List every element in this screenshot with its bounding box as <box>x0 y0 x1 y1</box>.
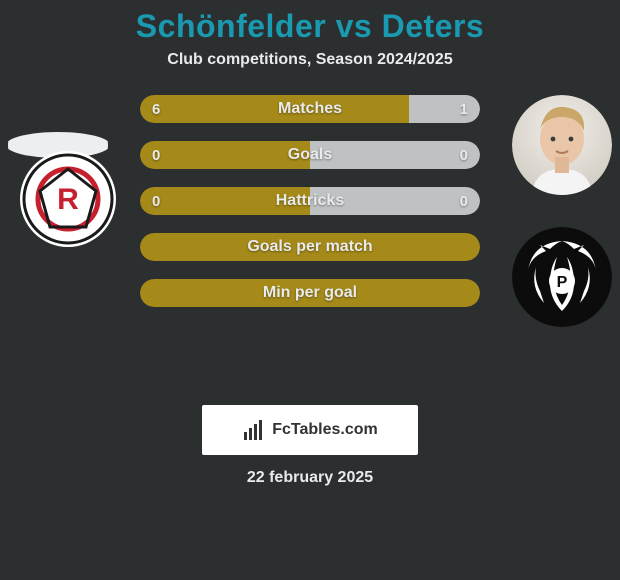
date-label: 22 february 2025 <box>0 469 620 487</box>
stat-bar: Matches6 1 <box>140 95 480 123</box>
stat-bar-label: Matches <box>140 95 480 123</box>
chart-icon <box>242 418 266 442</box>
stat-bar-left-value: 6 <box>152 95 160 123</box>
stat-bar-right-value: 1 <box>460 95 468 123</box>
page-title: Schönfelder vs Deters <box>0 0 620 45</box>
stat-bar-label: Min per goal <box>140 279 480 307</box>
stat-bar-label: Goals <box>140 141 480 169</box>
club-badge-right-letter: P <box>557 274 568 291</box>
stat-bar-left-value: 0 <box>152 187 160 215</box>
stat-bar: Goals0 0 <box>140 141 480 169</box>
comparison-stage: R P Matches61Goals00Hattricks00Goals per… <box>0 95 620 395</box>
stat-bar-label: Goals per match <box>140 233 480 261</box>
stat-bar-right-value: 0 <box>460 141 468 169</box>
stat-bar: Min per goal <box>140 279 480 307</box>
stat-bar: Hattricks0 0 <box>140 187 480 215</box>
branding-text: FcTables.com <box>272 421 378 439</box>
club-badge-left-icon: R <box>18 149 118 249</box>
club-logo-left: R <box>18 149 118 249</box>
player-photo-right <box>512 95 612 195</box>
stat-bar: Goals per match <box>140 233 480 261</box>
stat-bars: Matches61Goals00Hattricks00Goals per mat… <box>140 95 480 307</box>
club-badge-left-letter: R <box>57 183 79 216</box>
stat-bar-right-value: 0 <box>460 187 468 215</box>
club-badge-right-icon: P <box>512 227 612 327</box>
club-logo-right: P <box>512 227 612 327</box>
subtitle: Club competitions, Season 2024/2025 <box>0 51 620 69</box>
stat-bar-left-value: 0 <box>152 141 160 169</box>
stat-bar-label: Hattricks <box>140 187 480 215</box>
player-avatar-icon <box>512 95 612 195</box>
branding-badge: FcTables.com <box>202 405 418 455</box>
